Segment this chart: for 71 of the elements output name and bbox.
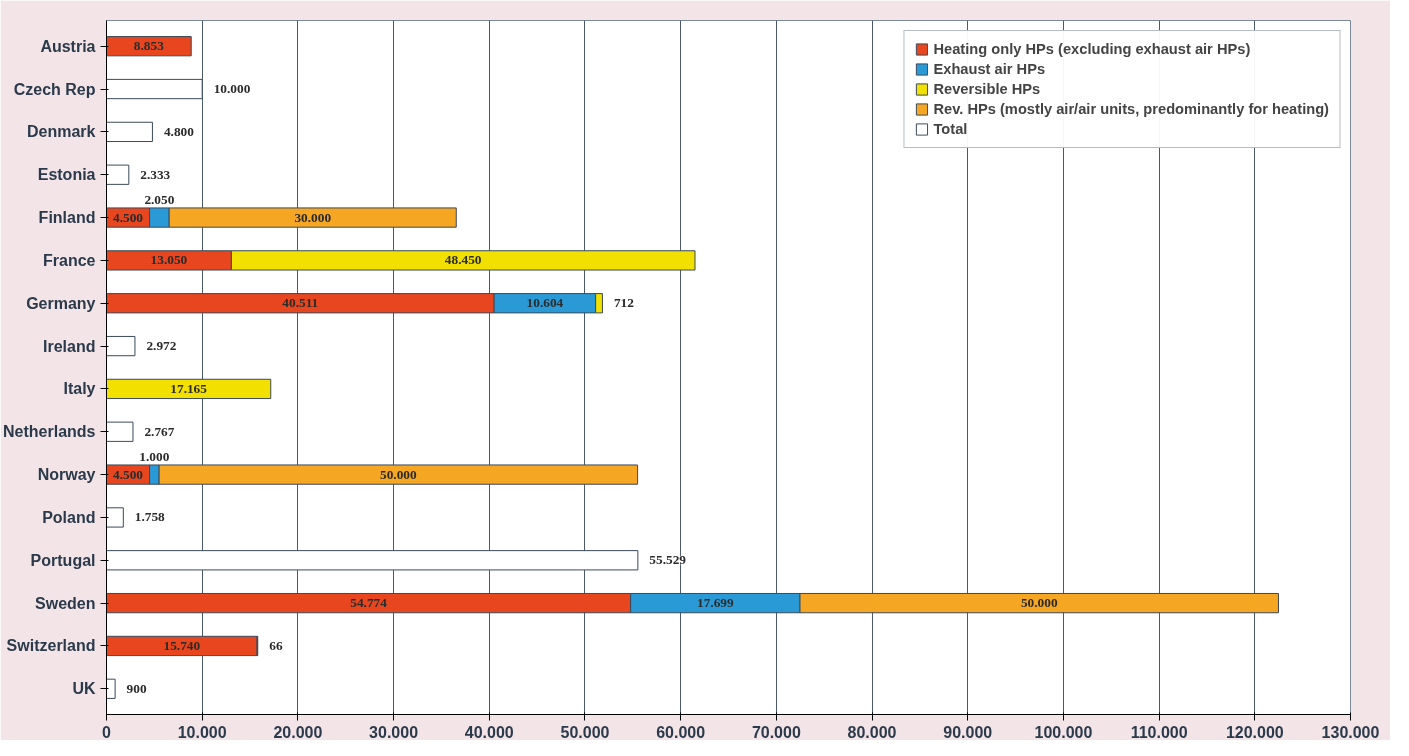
y-tick-label: Portugal: [30, 551, 96, 569]
legend-label: Exhaust air HPs: [933, 61, 1046, 77]
x-tick-label: 30.000: [369, 723, 419, 741]
x-tick-label: 130.000: [1321, 723, 1380, 741]
data-label: 2.050: [144, 191, 175, 207]
data-label: 50.000: [1020, 595, 1058, 611]
x-tick-label: 120.000: [1225, 723, 1284, 741]
data-label: 17.699: [697, 595, 734, 611]
y-tick-label: Netherlands: [3, 423, 96, 441]
data-label: 2.767: [144, 423, 175, 439]
bar: [106, 164, 130, 185]
bar: [106, 335, 136, 357]
bar: [106, 78, 203, 100]
x-tick-label: 90.000: [943, 723, 993, 741]
data-label: 10.000: [213, 81, 251, 97]
data-label: 4.500: [113, 209, 144, 225]
x-tick-label: 0: [102, 723, 112, 741]
legend-label: Total: [933, 121, 968, 137]
data-label: 54.774: [350, 595, 388, 611]
y-tick-label: Poland: [42, 508, 96, 526]
y-tick-label: Ireland: [43, 337, 96, 355]
data-label: 1.000: [139, 448, 170, 464]
x-tick-label: 50.000: [560, 723, 610, 741]
y-tick-label: Austria: [40, 37, 96, 55]
y-tick-label: Italy: [63, 380, 96, 398]
data-label: 712: [613, 295, 635, 311]
data-label: 10.604: [526, 295, 564, 311]
x-tick-label: 10.000: [177, 723, 227, 741]
data-label: 55.529: [649, 552, 687, 568]
data-label: 8.853: [133, 38, 165, 54]
y-tick-label: Norway: [37, 466, 96, 484]
bar: [106, 678, 116, 699]
bar: [106, 121, 153, 143]
y-tick-label: Finland: [38, 209, 96, 227]
x-tick-label: 80.000: [847, 723, 897, 741]
data-label: 2.972: [146, 338, 177, 354]
y-tick-label: Sweden: [35, 594, 96, 612]
data-label: 13.050: [150, 252, 188, 268]
y-tick-label: Estonia: [37, 166, 96, 184]
x-tick-label: 110.000: [1130, 723, 1188, 741]
x-tick-label: 60.000: [656, 723, 706, 741]
y-tick-label: UK: [72, 680, 96, 698]
data-label: 48.450: [444, 252, 482, 268]
y-tick-label: Germany: [26, 294, 96, 312]
data-label: 1.758: [134, 509, 166, 525]
bar: [106, 635, 258, 657]
x-tick-label: 70.000: [751, 723, 801, 741]
y-tick-label: Denmark: [27, 123, 96, 141]
bar: [106, 550, 639, 571]
data-label: 40.511: [282, 295, 319, 311]
bar: [106, 421, 134, 442]
bar: [106, 507, 124, 528]
data-label: 50.000: [380, 466, 418, 482]
x-tick-label: 100.000: [1034, 723, 1093, 741]
data-label: 66: [269, 637, 283, 653]
y-tick-label: Switzerland: [6, 637, 96, 655]
data-label: 4.800: [163, 123, 195, 139]
data-label: 15.740: [163, 637, 201, 653]
data-label: 30.000: [294, 209, 332, 225]
data-label: 2.333: [140, 166, 171, 182]
y-tick-label: France: [43, 251, 96, 269]
legend-label: Heating only HPs (excluding exhaust air HPs): [933, 41, 1251, 57]
data-label: 4.500: [113, 466, 144, 482]
data-label: 900: [126, 680, 147, 696]
data-label: 17.165: [170, 380, 208, 396]
legend-label: Reversible HPs: [933, 81, 1041, 97]
legend-label: Rev. HPs (mostly air/air units, predominantly for heating): [933, 101, 1329, 117]
y-tick-label: Czech Rep: [13, 80, 96, 98]
x-tick-label: 20.000: [273, 723, 323, 741]
x-tick-label: 40.000: [464, 723, 514, 741]
bar: [106, 378, 272, 400]
